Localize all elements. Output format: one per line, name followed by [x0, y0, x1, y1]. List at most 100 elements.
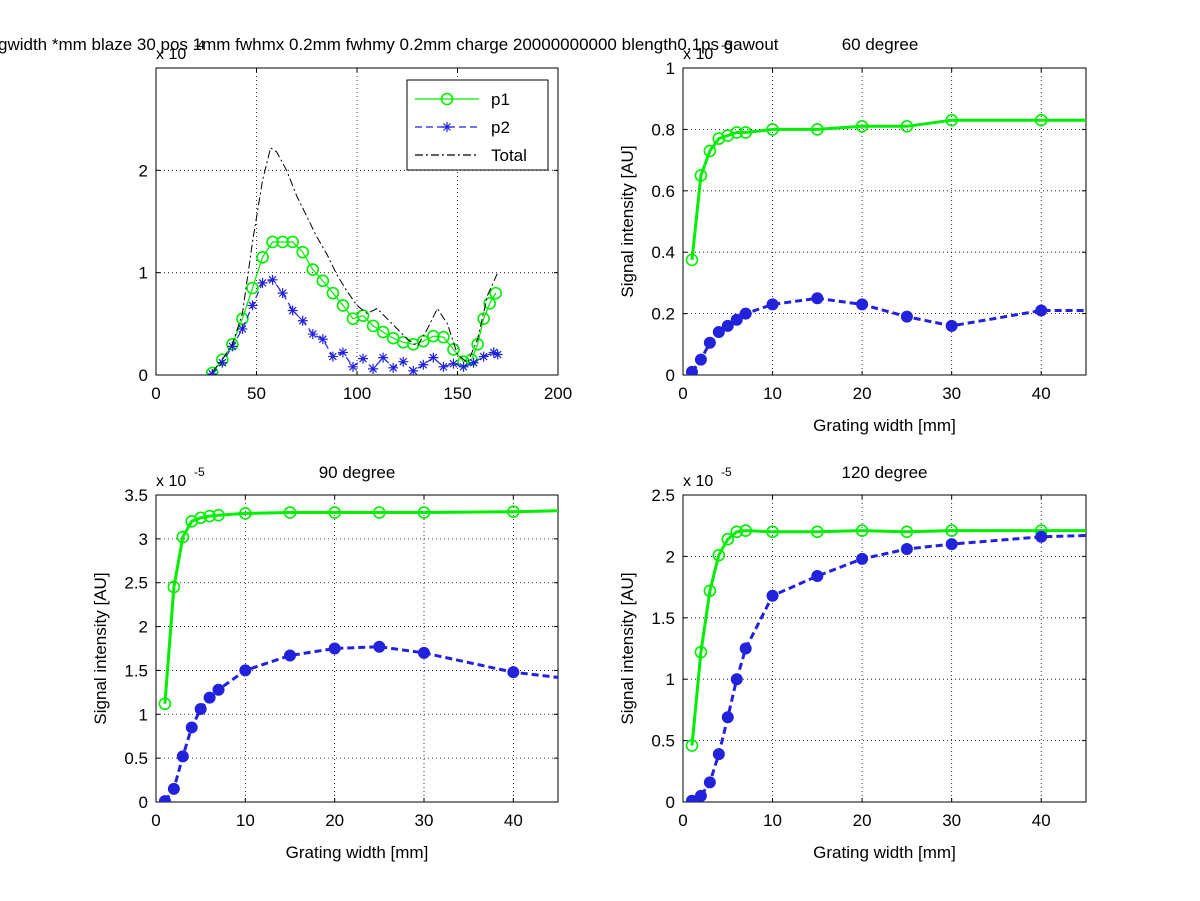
bottom-left-series-2-point	[284, 649, 296, 662]
top-left-series-p2-point	[492, 349, 503, 360]
bottom-left-series-1-point	[417, 506, 431, 519]
top-right-series-2-point	[1035, 304, 1048, 317]
top-right-series-1-point	[945, 113, 958, 127]
top-right-series-1-point	[730, 126, 744, 139]
bottom-left-series-1-point	[328, 506, 341, 519]
bottom-right-series-2-point	[1035, 530, 1048, 543]
top-left-x-tick-label: 50	[247, 384, 266, 403]
bottom-left-series-1-point	[194, 511, 207, 525]
bottom-left-series-2-point	[418, 646, 430, 659]
bottom-left-y-tick-label: 3	[139, 530, 148, 549]
bottom-right-series-2-point	[703, 776, 716, 789]
bottom-right-x-tick-label: 30	[942, 811, 961, 830]
bottom-right-series-1-point	[703, 584, 717, 598]
bottom-left-series-1-point	[203, 509, 216, 523]
bottom-left-series-1-line	[163, 509, 558, 704]
top-right-x-tick-label: 10	[763, 384, 782, 403]
bottom-left-series-1-point	[373, 506, 386, 519]
bottom-right-title: 120 degree	[841, 463, 927, 482]
bottom-left-x-tick-label: 40	[504, 811, 523, 830]
top-left-legend-label: Total	[491, 146, 527, 165]
bottom-right-series-2-point	[900, 543, 913, 556]
top-right-series-1-point	[1034, 113, 1048, 127]
top-right-series-1-point	[721, 129, 735, 142]
top-right-y-tick-label: 0.2	[651, 305, 675, 324]
top-left-y-tick-label: 2	[139, 161, 148, 180]
bottom-left-y-tick-label: 3.5	[124, 486, 148, 505]
bottom-right-series-2-point	[730, 673, 743, 686]
top-right-series-1-point	[685, 253, 699, 267]
bottom-right-x-tick-label: 0	[678, 811, 687, 830]
top-left-series-p1-point	[489, 286, 502, 300]
bottom-left-series-1-point	[167, 580, 181, 594]
bottom-left-series-layer	[158, 505, 558, 802]
bottom-right-series-1-point	[855, 524, 869, 537]
bottom-left-x-tick-label: 0	[151, 811, 160, 830]
top-left-x-tick-label: 150	[443, 384, 471, 403]
top-left-series-p2-point	[368, 363, 379, 374]
bottom-right-series-2-point	[739, 642, 752, 655]
top-right-y-tick-label: 0.4	[651, 243, 675, 262]
top-left-series-p2-point	[287, 305, 298, 316]
top-left-series-p1-point	[266, 235, 279, 249]
bottom-right-series-1-point	[730, 525, 744, 539]
bottom-right-y-tick-label: 1	[666, 670, 675, 689]
bottom-left-title: 90 degree	[319, 463, 396, 482]
bottom-left-series-2-point	[507, 666, 520, 679]
bottom-right-series-2-point	[712, 748, 725, 761]
bottom-left-y-tick-label: 2.5	[124, 574, 148, 593]
top-left-series-p2-point	[398, 356, 409, 367]
bottom-left-series-1-point	[176, 530, 190, 544]
figure-title: gwidth *mm blaze 30 pos 1mm fwhmx 0.2mm …	[0, 35, 779, 54]
top-left-series-p2-point	[217, 357, 228, 368]
top-right-series-2-point	[856, 298, 869, 311]
top-left-series-layer	[205, 146, 503, 375]
bottom-left-xlabel: Grating width [mm]	[286, 843, 429, 862]
top-left-series-p1-point	[447, 343, 460, 356]
bottom-left-y-tick-label: 0	[139, 793, 148, 812]
top-left-series-p2-point	[468, 357, 479, 368]
bottom-right-series-1-point	[694, 645, 708, 659]
bottom-left-series-2-point	[158, 795, 171, 802]
top-right-series-2-point	[900, 310, 913, 323]
top-left-series-p2-point	[337, 347, 348, 358]
top-right-title-overlap: 60 degree	[842, 35, 919, 54]
bottom-left-series-2-point	[239, 664, 252, 677]
bottom-left-series-2-line	[163, 645, 558, 802]
top-left-plot: 0 50 100 150 200 0 1 2 x 10 -4 p1 p2 Total	[139, 38, 573, 403]
bottom-right-exponent-label: x 10	[683, 473, 713, 490]
bottom-right-y-tick-label: 0.5	[651, 732, 675, 751]
bottom-left-series-2-point	[373, 640, 386, 653]
top-left-series-p1-point	[483, 297, 496, 310]
top-left-series-p1-point	[336, 299, 350, 312]
top-right-series-2-point	[685, 365, 698, 375]
bottom-left-series-1-point	[158, 697, 172, 711]
top-right-series-1-point	[703, 144, 717, 158]
top-right-series-1-line	[690, 118, 1086, 261]
top-right-exponent-label: x 10	[683, 46, 713, 63]
bottom-left-series-1-point	[507, 505, 520, 518]
bottom-left-series-1-point	[212, 508, 225, 522]
bottom-left-series-2-point	[212, 683, 225, 696]
top-right-xlabel: Grating width [mm]	[813, 416, 956, 435]
bottom-right-series-1-point	[739, 524, 752, 537]
top-left-series-p2-point	[237, 323, 248, 334]
top-left-series-p2-point	[297, 315, 308, 326]
top-left-legend-label: p2	[491, 118, 510, 137]
top-right-series-2-point	[721, 319, 734, 332]
top-left-series-p1-point	[427, 329, 440, 343]
top-left-series-p1-point	[437, 330, 450, 344]
bottom-right-plot: 0 10 20 30 40 0 0.5 1 1.5 2 2.5 x 10 -5 120 degree Gra…	[618, 463, 1087, 862]
top-left-series-p1-point	[286, 235, 299, 249]
top-right-series-1-point	[766, 123, 779, 136]
bottom-left-exponent-label: x 10	[156, 473, 186, 490]
top-left-series-p2-point	[448, 358, 459, 369]
top-left-series-p1-point	[366, 319, 380, 333]
top-right-x-tick-label: 40	[1032, 384, 1051, 403]
top-right-x-tick-label: 30	[942, 384, 961, 403]
bottom-right-series-2-point	[685, 794, 698, 802]
bottom-left-x-tick-label: 20	[325, 811, 344, 830]
